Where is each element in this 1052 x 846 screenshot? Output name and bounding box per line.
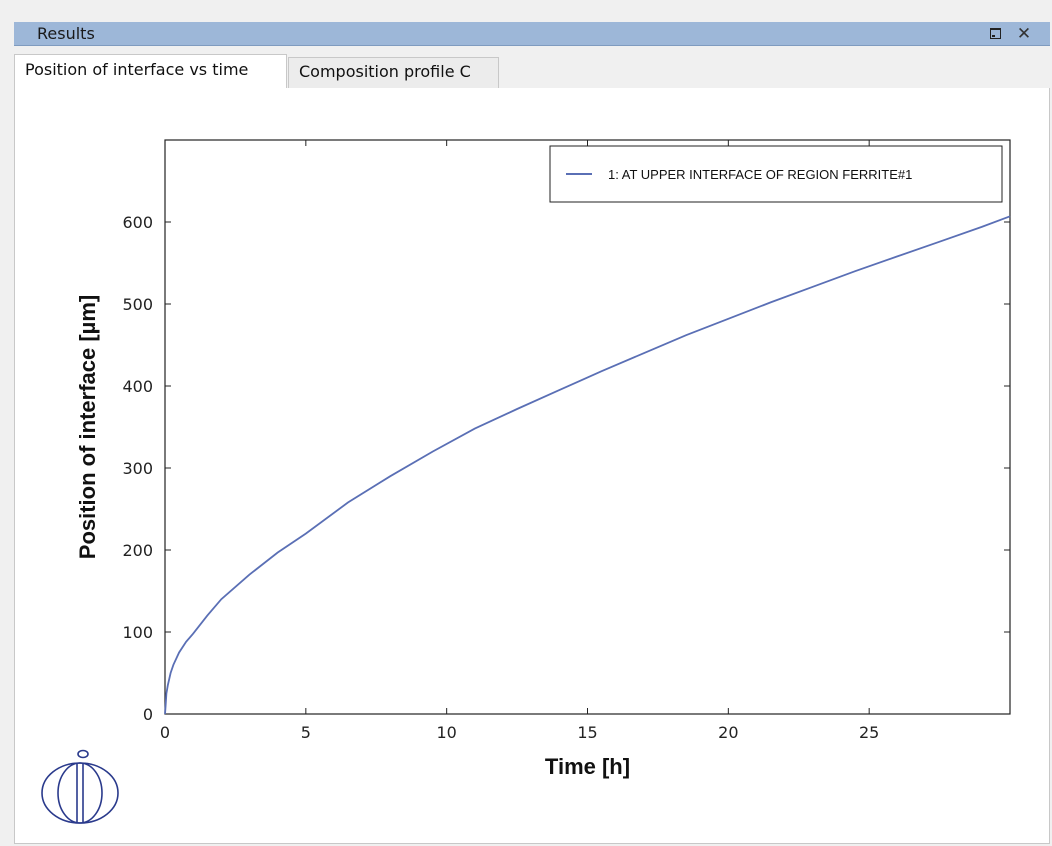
line-chart: 0 5 10 15 20 25 0 100 200 300 400 500 600 Time [h] Pos…: [41, 139, 1011, 824]
y-tick-label: 500: [122, 295, 153, 314]
tab-position-of-interface[interactable]: Position of interface vs time: [14, 54, 287, 89]
restore-window-icon[interactable]: [985, 22, 1005, 45]
legend-box: [549, 145, 1003, 203]
results-tabs: Position of interface vs time Compositio…: [14, 54, 1050, 89]
y-tick-label: 400: [122, 377, 153, 396]
y-tick-label: 100: [122, 623, 153, 642]
thermo-calc-logo-icon: [41, 749, 119, 824]
results-panel: Results ✕ Position of interface vs time …: [14, 22, 1050, 844]
x-tick-label: 25: [859, 723, 879, 742]
y-axis-label: Position of interface [µm]: [75, 295, 100, 559]
y-tick-label: 0: [143, 705, 153, 724]
series-line: [164, 215, 1011, 715]
legend-label: 1: AT UPPER INTERFACE OF REGION FERRITE#…: [608, 167, 912, 182]
x-tick-label: 5: [301, 723, 311, 742]
y-tick-label: 200: [122, 541, 153, 560]
x-tick-label: 15: [577, 723, 597, 742]
close-icon[interactable]: ✕: [1016, 23, 1032, 44]
panel-title: Results: [37, 24, 95, 43]
plot-frame: [164, 139, 1011, 715]
y-tick-label: 600: [122, 213, 153, 232]
x-axis-label: Time [h]: [545, 754, 630, 779]
results-titlebar: Results ✕: [14, 22, 1050, 46]
x-tick-label: 0: [160, 723, 170, 742]
y-tick-label: 300: [122, 459, 153, 478]
tab-composition-profile[interactable]: Composition profile C: [288, 57, 499, 88]
x-tick-label: 10: [436, 723, 456, 742]
plot-area: 0 5 10 15 20 25 0 100 200 300 400 500 600 Time [h] Pos…: [14, 88, 1050, 844]
x-tick-label: 20: [718, 723, 738, 742]
